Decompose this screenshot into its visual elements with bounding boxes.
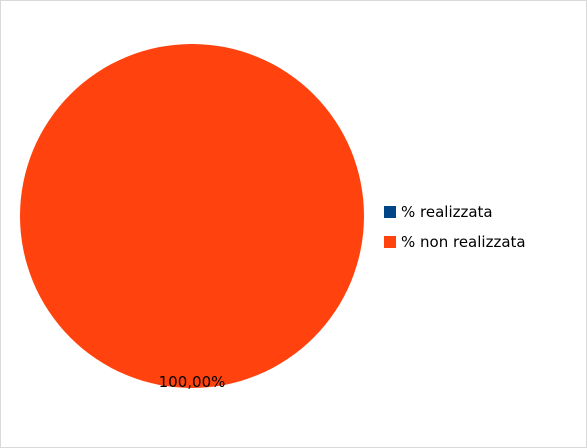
legend-label-realizzata: % realizzata [401, 203, 493, 221]
legend-swatch-non-realizzata [384, 236, 396, 248]
pie-slice-non-realizzata [20, 44, 364, 388]
legend-label-non-realizzata: % non realizzata [401, 233, 526, 251]
data-label-non-realizzata: 100,00% [159, 373, 226, 391]
legend-swatch-realizzata [384, 206, 396, 218]
